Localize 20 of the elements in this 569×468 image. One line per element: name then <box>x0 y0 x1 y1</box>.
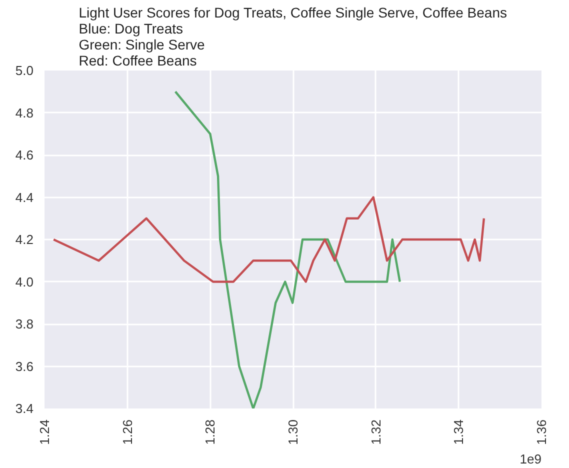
line-series <box>52 196 486 283</box>
y-tick-label: 5.0 <box>15 63 34 78</box>
x-tick-label: 1.24 <box>37 419 52 445</box>
y-tick-label: 4.0 <box>15 274 34 290</box>
y-tick-label: 4.4 <box>15 190 34 205</box>
x-tick-label: 1.34 <box>451 419 466 445</box>
x-tick-label: 1.32 <box>368 419 384 445</box>
y-tick-label: 3.6 <box>15 358 34 374</box>
line-series <box>174 90 401 408</box>
y-tick-label: 4.2 <box>15 232 34 247</box>
text: 1e9 <box>520 452 542 466</box>
chart-title: Light User Scores for Dog Treats, Coffee Single Serve, Coffee Beans Blue: Dog Treats Green: Single Serve Red: Coffee Beans <box>78 4 508 68</box>
x-tick-label: 1.36 <box>534 419 549 445</box>
y-tick-label: 3.8 <box>15 316 34 332</box>
x-tick-label: 1.26 <box>120 419 135 445</box>
y-tick-label: 4.6 <box>15 148 34 162</box>
x-tick-label: 1.28 <box>202 419 218 445</box>
y-tick-label: 3.4 <box>15 401 34 416</box>
x-tick-label: 1.30 <box>286 419 300 445</box>
y-tick-label: 4.8 <box>15 105 34 120</box>
